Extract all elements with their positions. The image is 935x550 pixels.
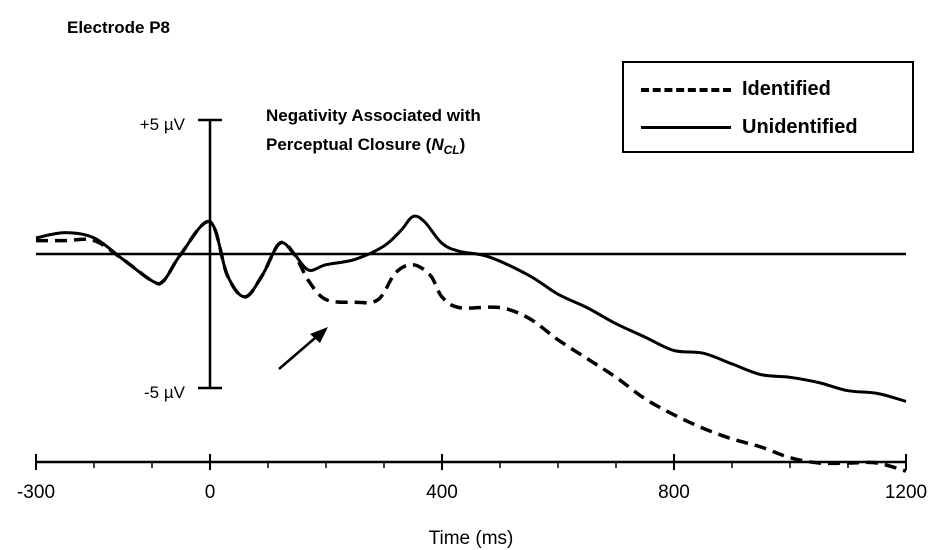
legend-swatch-dashed	[641, 88, 731, 92]
x-tick-label: 1200	[885, 482, 927, 503]
ncl-annotation: Negativity Associated with Perceptual Cl…	[266, 101, 481, 165]
legend-label-identified: Identified	[742, 78, 831, 100]
y-marker-top: +5 µV	[140, 115, 186, 134]
annotation-symbol: N	[431, 135, 444, 154]
panel-title: Electrode P8	[67, 18, 170, 37]
legend-entry-unidentified: Unidentified	[624, 113, 912, 143]
y-marker-bottom: -5 µV	[144, 383, 186, 402]
x-tick-label: -300	[17, 482, 55, 503]
series-layer	[35, 214, 907, 473]
axes-layer	[35, 118, 907, 470]
series-line-unidentified	[35, 214, 907, 403]
annotation-symbol-sub: CL	[443, 143, 460, 157]
x-tick-label: 0	[205, 482, 216, 503]
annotation-line-1: Negativity Associated with	[266, 106, 481, 125]
pointer-arrow	[278, 327, 328, 370]
annotation-line-2: Perceptual Closure (NCL)	[266, 130, 481, 165]
legend-label-unidentified: Unidentified	[742, 116, 858, 138]
legend-swatch-solid	[641, 126, 731, 129]
labels-layer: +5 µV -5 µV Time (ms) -300 0 400 800 1200	[17, 115, 927, 549]
x-tick-label: 800	[658, 482, 690, 503]
annotation-prefix: Perceptual Closure (	[266, 135, 432, 154]
legend-entry-identified: Identified	[624, 75, 912, 105]
x-tick-label: 400	[426, 482, 458, 503]
legend: Identified Unidentified	[622, 61, 914, 153]
series-line-identified	[36, 220, 907, 473]
annotation-suffix: )	[459, 135, 466, 154]
x-axis-label: Time (ms)	[429, 528, 514, 549]
